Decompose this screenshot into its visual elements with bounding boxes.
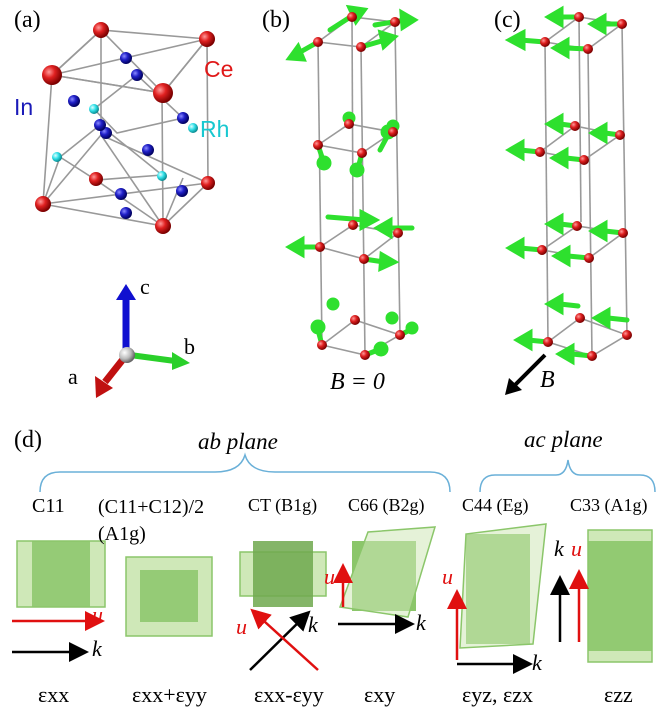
strain-label-c66: εxy: [364, 682, 396, 707]
mode-label-c11: C11: [32, 495, 65, 517]
strain-label-a1g-ab: εxx+εyy: [132, 682, 207, 707]
strain-label-ct: εxx-εyy: [254, 682, 324, 707]
ce-atom: [93, 22, 109, 38]
mode-label-c66: C66 (B2g): [348, 495, 425, 515]
mode-a1g-ab: [125, 556, 213, 637]
in-atom: [131, 69, 143, 81]
rh-atom: [157, 171, 167, 181]
axis-label-c: c: [140, 274, 150, 299]
ce-atom: [35, 196, 51, 212]
k-label-c66: k: [416, 610, 426, 635]
mag-atoms-field: [535, 12, 632, 361]
ce-atom: [89, 172, 103, 186]
ac-bracket: [479, 459, 656, 493]
in-atom: [142, 144, 154, 156]
k-label-c33: k: [554, 536, 564, 561]
axis-triad: [95, 284, 190, 398]
rh-atom: [188, 123, 198, 133]
k-label-ct: k: [308, 612, 318, 637]
in-atom: [94, 119, 106, 131]
panel-label-b: (b): [262, 7, 290, 33]
panel-label-a: (a): [14, 7, 41, 33]
spin-arrows-field: [504, 5, 630, 366]
mode-ct-b1g: [239, 541, 327, 671]
u-label-c44: u: [442, 564, 453, 589]
strain-label-c44: εyz, εzx: [462, 682, 534, 707]
mode-label-c33: C33 (A1g): [570, 495, 648, 515]
ab-plane-label: ab plane: [198, 429, 278, 454]
ce-atom: [153, 83, 173, 103]
rh-atom: [52, 152, 62, 162]
mode-label-a1g-ab: (C11+C12)/2 (A1g): [98, 496, 205, 545]
field-arrow: [505, 353, 547, 395]
ce-atom: [201, 176, 215, 190]
axis-origin: [119, 347, 135, 363]
b-field-label: B: [540, 367, 555, 393]
panel-label-d: (d): [14, 427, 42, 453]
in-atom: [68, 95, 80, 107]
element-label-rh: Rh: [200, 116, 230, 142]
in-atom: [115, 188, 127, 200]
mode-c66-b2g: [333, 526, 437, 634]
in-atoms: [68, 52, 189, 219]
in-atom: [120, 52, 132, 64]
ac-plane-label: ac plane: [524, 427, 603, 452]
rh-atoms: [52, 104, 198, 181]
mode-c11: [12, 540, 106, 662]
axis-label-a: a: [68, 364, 78, 389]
ce-atoms: [35, 22, 215, 234]
ce-atom: [199, 31, 215, 47]
u-label-c33: u: [571, 536, 582, 561]
in-atom: [120, 207, 132, 219]
rh-atom: [89, 104, 99, 114]
axis-label-b: b: [184, 334, 195, 359]
panel-label-c: (c): [494, 7, 521, 33]
in-atom: [176, 185, 188, 197]
element-label-ce: Ce: [204, 56, 234, 82]
u-label-c66: u: [324, 564, 335, 589]
mode-c44-eg: [447, 523, 547, 674]
mag-atoms-b0: [313, 12, 405, 360]
mode-label-ct: CT (B1g): [248, 495, 318, 515]
strain-label-c33: εzz: [604, 682, 633, 707]
in-atom: [177, 112, 189, 124]
ce-atom: [155, 218, 171, 234]
mode-label-c44: C44 (Eg): [462, 495, 529, 515]
ab-bracket: [39, 452, 451, 493]
k-label-c44: k: [532, 650, 542, 675]
b-zero-label: B = 0: [330, 369, 385, 395]
ce-atom: [42, 65, 62, 85]
u-label-c11: u: [92, 602, 103, 627]
strain-label-c11: εxx: [38, 682, 70, 707]
element-label-in: In: [14, 94, 34, 120]
crystal-structure: [42, 28, 209, 227]
u-label-ct: u: [236, 614, 247, 639]
mode-c33-a1g: [550, 529, 653, 663]
k-label-c11: k: [92, 636, 102, 661]
